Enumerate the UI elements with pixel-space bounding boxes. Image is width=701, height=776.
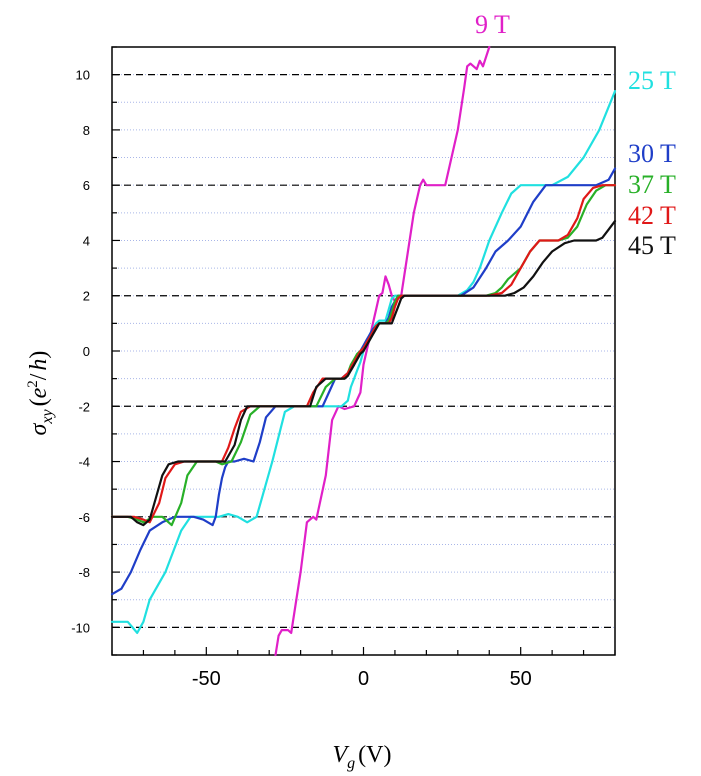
series-label-30t: 30 T <box>628 139 676 168</box>
series-label-9t: 9 T <box>475 10 510 39</box>
y-tick-label: -6 <box>78 510 90 525</box>
y-tick-label: -2 <box>78 399 90 414</box>
x-axis: -50 0 50 <box>111 647 616 690</box>
series-label-25t: 25 T <box>628 66 676 95</box>
x-axis-title: Vg (V) <box>333 742 392 772</box>
y-tick-label: 4 <box>83 233 90 248</box>
y-tick-label: 2 <box>83 289 90 304</box>
y-tick-label: -4 <box>78 455 90 470</box>
series-labels: 9 T 25 T 30 T37 T42 T45 T <box>475 10 676 260</box>
series-label-37t: 37 T <box>628 170 676 199</box>
y-tick-label: -8 <box>78 565 90 580</box>
x-tick-label: 0 <box>358 668 369 690</box>
y-tick-label: 8 <box>83 123 90 138</box>
series-label-45t: 45 T <box>628 231 676 260</box>
y-tick-label: -10 <box>71 620 90 635</box>
y-tick-label: 0 <box>83 344 90 359</box>
series-lines <box>110 45 617 657</box>
series-line-37t <box>110 184 617 527</box>
x-tick-label: -50 <box>192 668 221 690</box>
y-axis: -10 -8 -6 -4 -2 0 2 4 6 8 10 <box>71 46 120 656</box>
x-tick-label: 50 <box>510 668 532 690</box>
series-line-45t <box>110 220 617 527</box>
series-line-9t <box>274 45 491 657</box>
y-tick-label: 10 <box>76 68 90 83</box>
series-label-42t: 42 T <box>628 201 676 230</box>
y-axis-title: σxy(e2/h) <box>25 351 56 436</box>
series-line-30t <box>110 167 617 596</box>
y-tick-label: 6 <box>83 178 90 193</box>
